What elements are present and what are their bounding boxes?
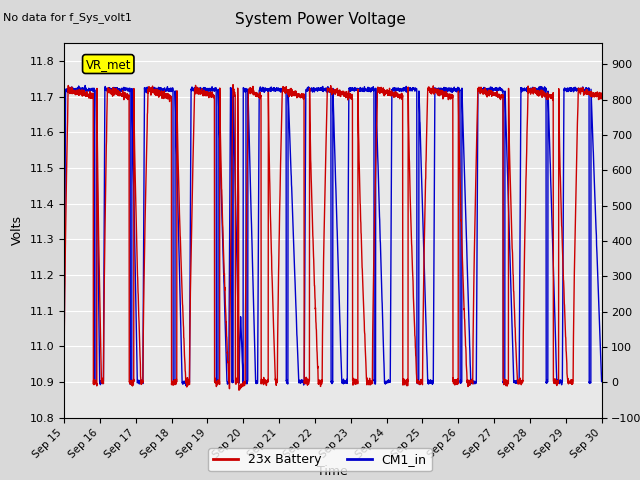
Legend: 23x Battery, CM1_in: 23x Battery, CM1_in (208, 448, 432, 471)
Text: System Power Voltage: System Power Voltage (235, 12, 405, 27)
Y-axis label: Volts: Volts (11, 216, 24, 245)
Text: No data for f_Sys_volt1: No data for f_Sys_volt1 (3, 12, 132, 23)
Text: VR_met: VR_met (86, 58, 131, 71)
X-axis label: Time: Time (317, 466, 348, 479)
